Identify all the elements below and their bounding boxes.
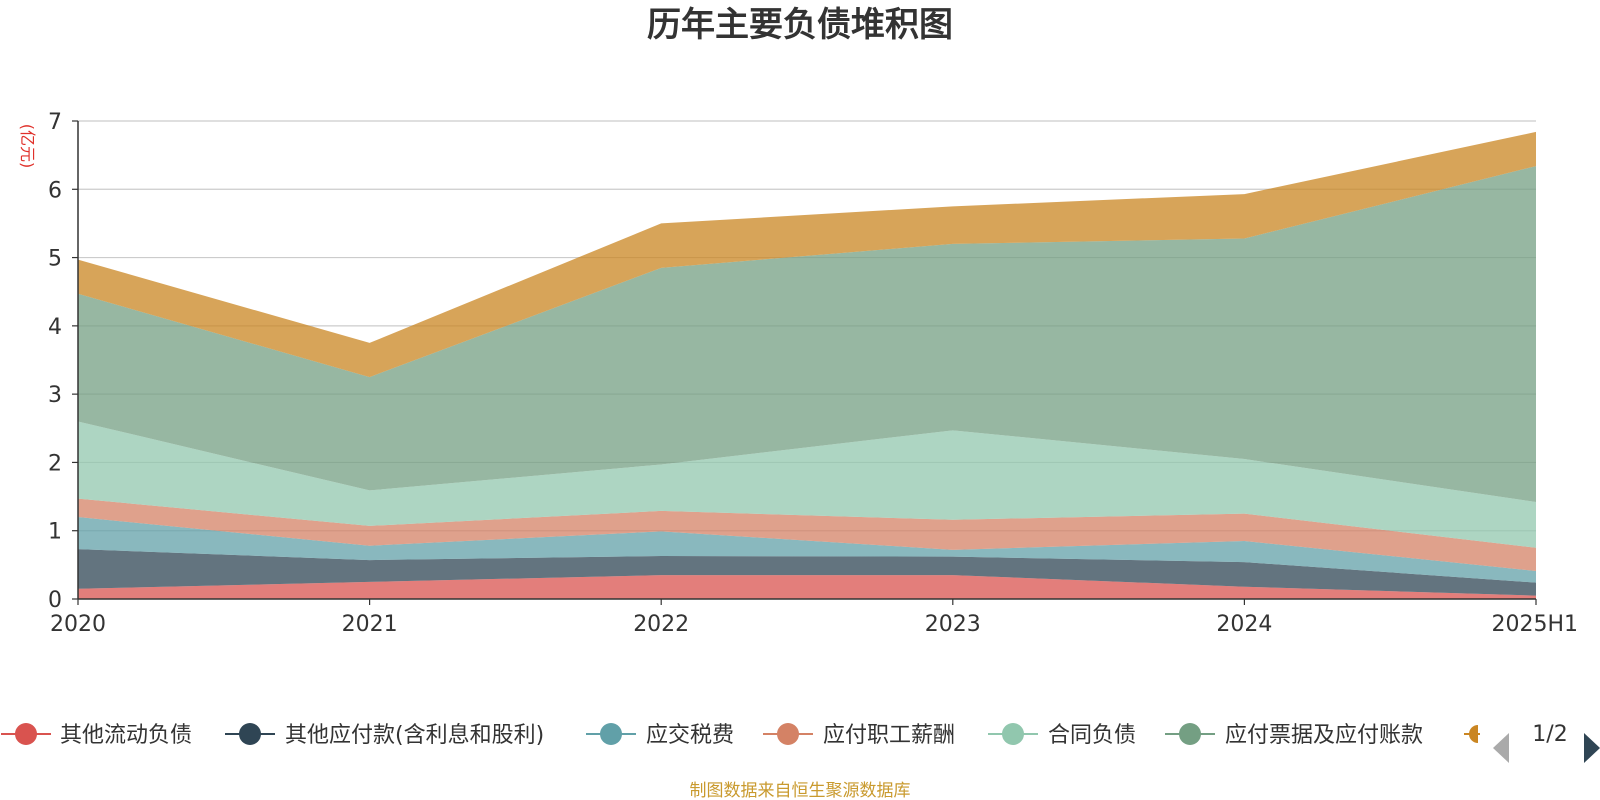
legend-marker bbox=[1469, 725, 1478, 743]
area-series-0 bbox=[78, 575, 1536, 599]
legend-pager: 1/2 bbox=[1493, 722, 1600, 763]
legend-item-3[interactable]: 应付职工薪酬 bbox=[763, 723, 955, 748]
legend-marker bbox=[600, 723, 622, 745]
legend-item-partial bbox=[1464, 725, 1480, 743]
x-tick-label: 2020 bbox=[50, 612, 106, 637]
legend-item-4[interactable]: 合同负债 bbox=[988, 723, 1136, 748]
legend-item-2[interactable]: 应交税费 bbox=[586, 723, 734, 748]
legend-marker bbox=[777, 723, 799, 745]
legend-marker bbox=[1002, 723, 1024, 745]
area-series-4 bbox=[78, 421, 1536, 548]
legend-item-5[interactable]: 应付票据及应付账款 bbox=[1165, 723, 1423, 748]
legend-next-icon[interactable] bbox=[1584, 733, 1600, 763]
y-tick-label: 1 bbox=[48, 520, 62, 545]
legend-item-0[interactable]: 其他流动负债 bbox=[1, 723, 192, 748]
area-series-6 bbox=[78, 131, 1536, 378]
y-tick-label: 7 bbox=[48, 110, 62, 135]
x-tick-label: 2021 bbox=[342, 612, 398, 637]
area-series-3 bbox=[78, 498, 1536, 572]
area-series-1 bbox=[78, 549, 1536, 596]
y-axis-unit: (亿元) bbox=[18, 124, 37, 169]
y-tick-label: 4 bbox=[48, 315, 62, 340]
x-tick-label: 2023 bbox=[925, 612, 981, 637]
area-series-5 bbox=[78, 166, 1536, 503]
legend-label: 合同负债 bbox=[1048, 723, 1136, 748]
y-tick-label: 2 bbox=[48, 451, 62, 476]
legend-marker bbox=[239, 723, 261, 745]
axes: 0 1 2 3 4 5 6 7 2020 2021 2022 2023 2024 2025H1 bbox=[48, 110, 1578, 637]
legend-label: 其他应付款(含利息和股利) bbox=[285, 723, 544, 748]
x-tick-label: 2022 bbox=[633, 612, 689, 637]
y-tick-label: 6 bbox=[48, 178, 62, 203]
legend-label: 应付职工薪酬 bbox=[823, 723, 955, 748]
y-tick-label: 5 bbox=[48, 247, 62, 272]
legend-item-1[interactable]: 其他应付款(含利息和股利) bbox=[225, 723, 544, 748]
x-tick-label: 2025H1 bbox=[1491, 612, 1578, 637]
legend-marker bbox=[1179, 723, 1201, 745]
legend-label: 其他流动负债 bbox=[60, 723, 192, 748]
y-tick-label: 3 bbox=[48, 383, 62, 408]
area-series bbox=[78, 131, 1536, 599]
legend-page-indicator: 1/2 bbox=[1532, 722, 1567, 747]
chart-title: 历年主要负债堆积图 bbox=[647, 5, 953, 45]
x-tick-label: 2024 bbox=[1216, 612, 1272, 637]
area-series-2 bbox=[78, 517, 1536, 583]
legend-label: 应交税费 bbox=[646, 723, 734, 748]
data-source-note: 制图数据来自恒生聚源数据库 bbox=[690, 781, 911, 800]
legend: 其他流动负债 其他应付款(含利息和股利) 应交税费 应付职工薪酬 合同负债 应付票据及应付… bbox=[1, 723, 1480, 748]
legend-label: 应付票据及应付账款 bbox=[1225, 723, 1423, 748]
legend-prev-icon[interactable] bbox=[1493, 733, 1509, 763]
y-tick-label: 0 bbox=[48, 588, 62, 613]
legend-marker bbox=[15, 723, 37, 745]
